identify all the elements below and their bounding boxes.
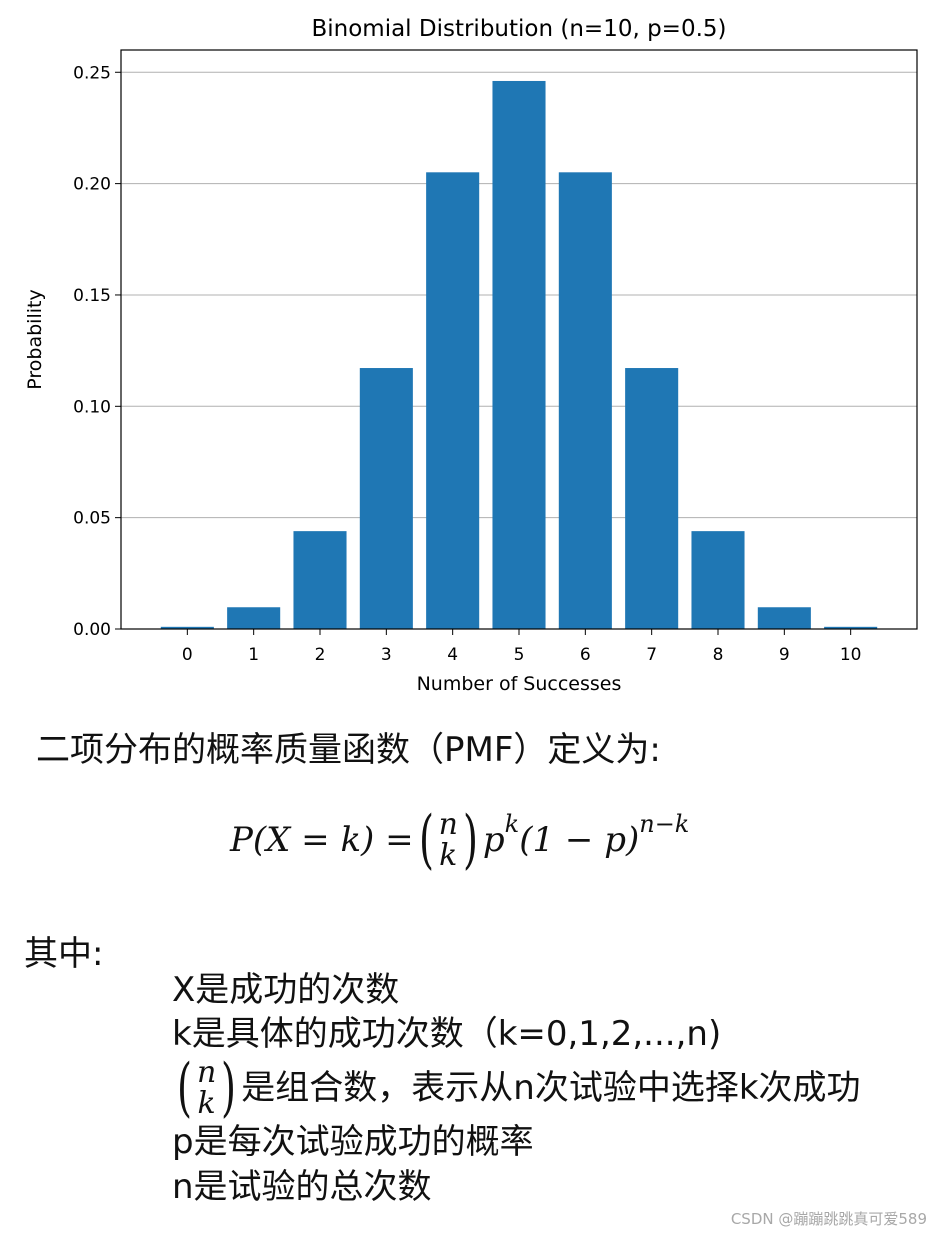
chart-title: Binomial Distribution (n=10, p=0.5) [311, 16, 726, 42]
item-binom-symbol: ( n k ) [176, 1051, 237, 1126]
watermark: CSDN @蹦蹦跳跳真可爱589 [730, 1210, 927, 1228]
bar [757, 607, 811, 629]
formula-binomial: ( n k ) [414, 808, 483, 872]
bar [227, 607, 281, 629]
binom-bottom-k: k [439, 838, 458, 873]
bar [359, 368, 413, 629]
bar [426, 172, 480, 629]
item-x: X是成功的次数 [172, 970, 400, 1010]
y-tick-label: 0.25 [73, 63, 111, 83]
bar [160, 626, 214, 629]
x-tick-label: 4 [447, 645, 458, 665]
x-tick-label: 0 [182, 645, 193, 665]
x-tick-label: 6 [580, 645, 591, 665]
item-k: k是具体的成功次数（k=0,1,2,...,n) [172, 1014, 722, 1055]
item-p: p是每次试验成功的概率 [172, 1122, 534, 1163]
item-binom-n: n [196, 1054, 217, 1090]
definition-list: X是成功的次数 k是具体的成功次数（k=0,1,2,...,n) ( n k )… [172, 968, 861, 1209]
pmf-intro-text: 二项分布的概率质量函数（PMF）定义为: [36, 730, 661, 770]
where-label: 其中: [24, 934, 104, 974]
formula-p: p [482, 820, 505, 860]
binom-top-n: n [438, 806, 458, 842]
y-tick-label: 0.00 [73, 620, 111, 640]
x-tick-label: 5 [514, 645, 525, 665]
item-binom: ( n k ) 是组合数，表示从n次试验中选择k次成功 [172, 1056, 861, 1120]
bar [691, 531, 745, 629]
formula-lhs: P(X = k) = [230, 820, 414, 860]
bar-chart: 0.00 0.05 0.10 0.15 0.20 0.25 0 1 2 3 4 5 6 7 8 9 10 Bino… [24, 16, 918, 695]
y-tick-label: 0.20 [73, 175, 111, 195]
x-tick-label: 7 [646, 645, 657, 665]
bar [293, 531, 347, 629]
x-tick-label: 3 [381, 645, 392, 665]
bar [824, 626, 878, 629]
x-tick-label: 2 [315, 645, 326, 665]
item-binom-text: 是组合数，表示从n次试验中选择k次成功 [241, 1068, 861, 1109]
x-tick-label: 10 [840, 645, 862, 665]
formula-exp-k: k [504, 810, 520, 838]
y-tick-label: 0.15 [73, 286, 111, 306]
item-binom-k: k [197, 1086, 216, 1122]
bar [492, 80, 546, 629]
right-paren: ) [462, 803, 478, 877]
item-n: n是试验的总次数 [172, 1166, 432, 1207]
bar [625, 368, 679, 629]
x-tick-label: 9 [779, 645, 790, 665]
x-tick-label: 1 [248, 645, 259, 665]
y-tick-label: 0.05 [73, 509, 111, 529]
formula-mid: (1 − p) [519, 820, 640, 860]
y-axis-label: Probability [24, 289, 46, 389]
x-axis-label: Number of Successes [417, 673, 622, 695]
x-tick-label: 8 [713, 645, 724, 665]
plot-frame [120, 49, 918, 630]
formula-exp-nk: n−k [639, 810, 690, 838]
y-tick-label: 0.10 [73, 397, 111, 417]
bar [558, 172, 612, 629]
left-paren: ( [418, 803, 434, 877]
